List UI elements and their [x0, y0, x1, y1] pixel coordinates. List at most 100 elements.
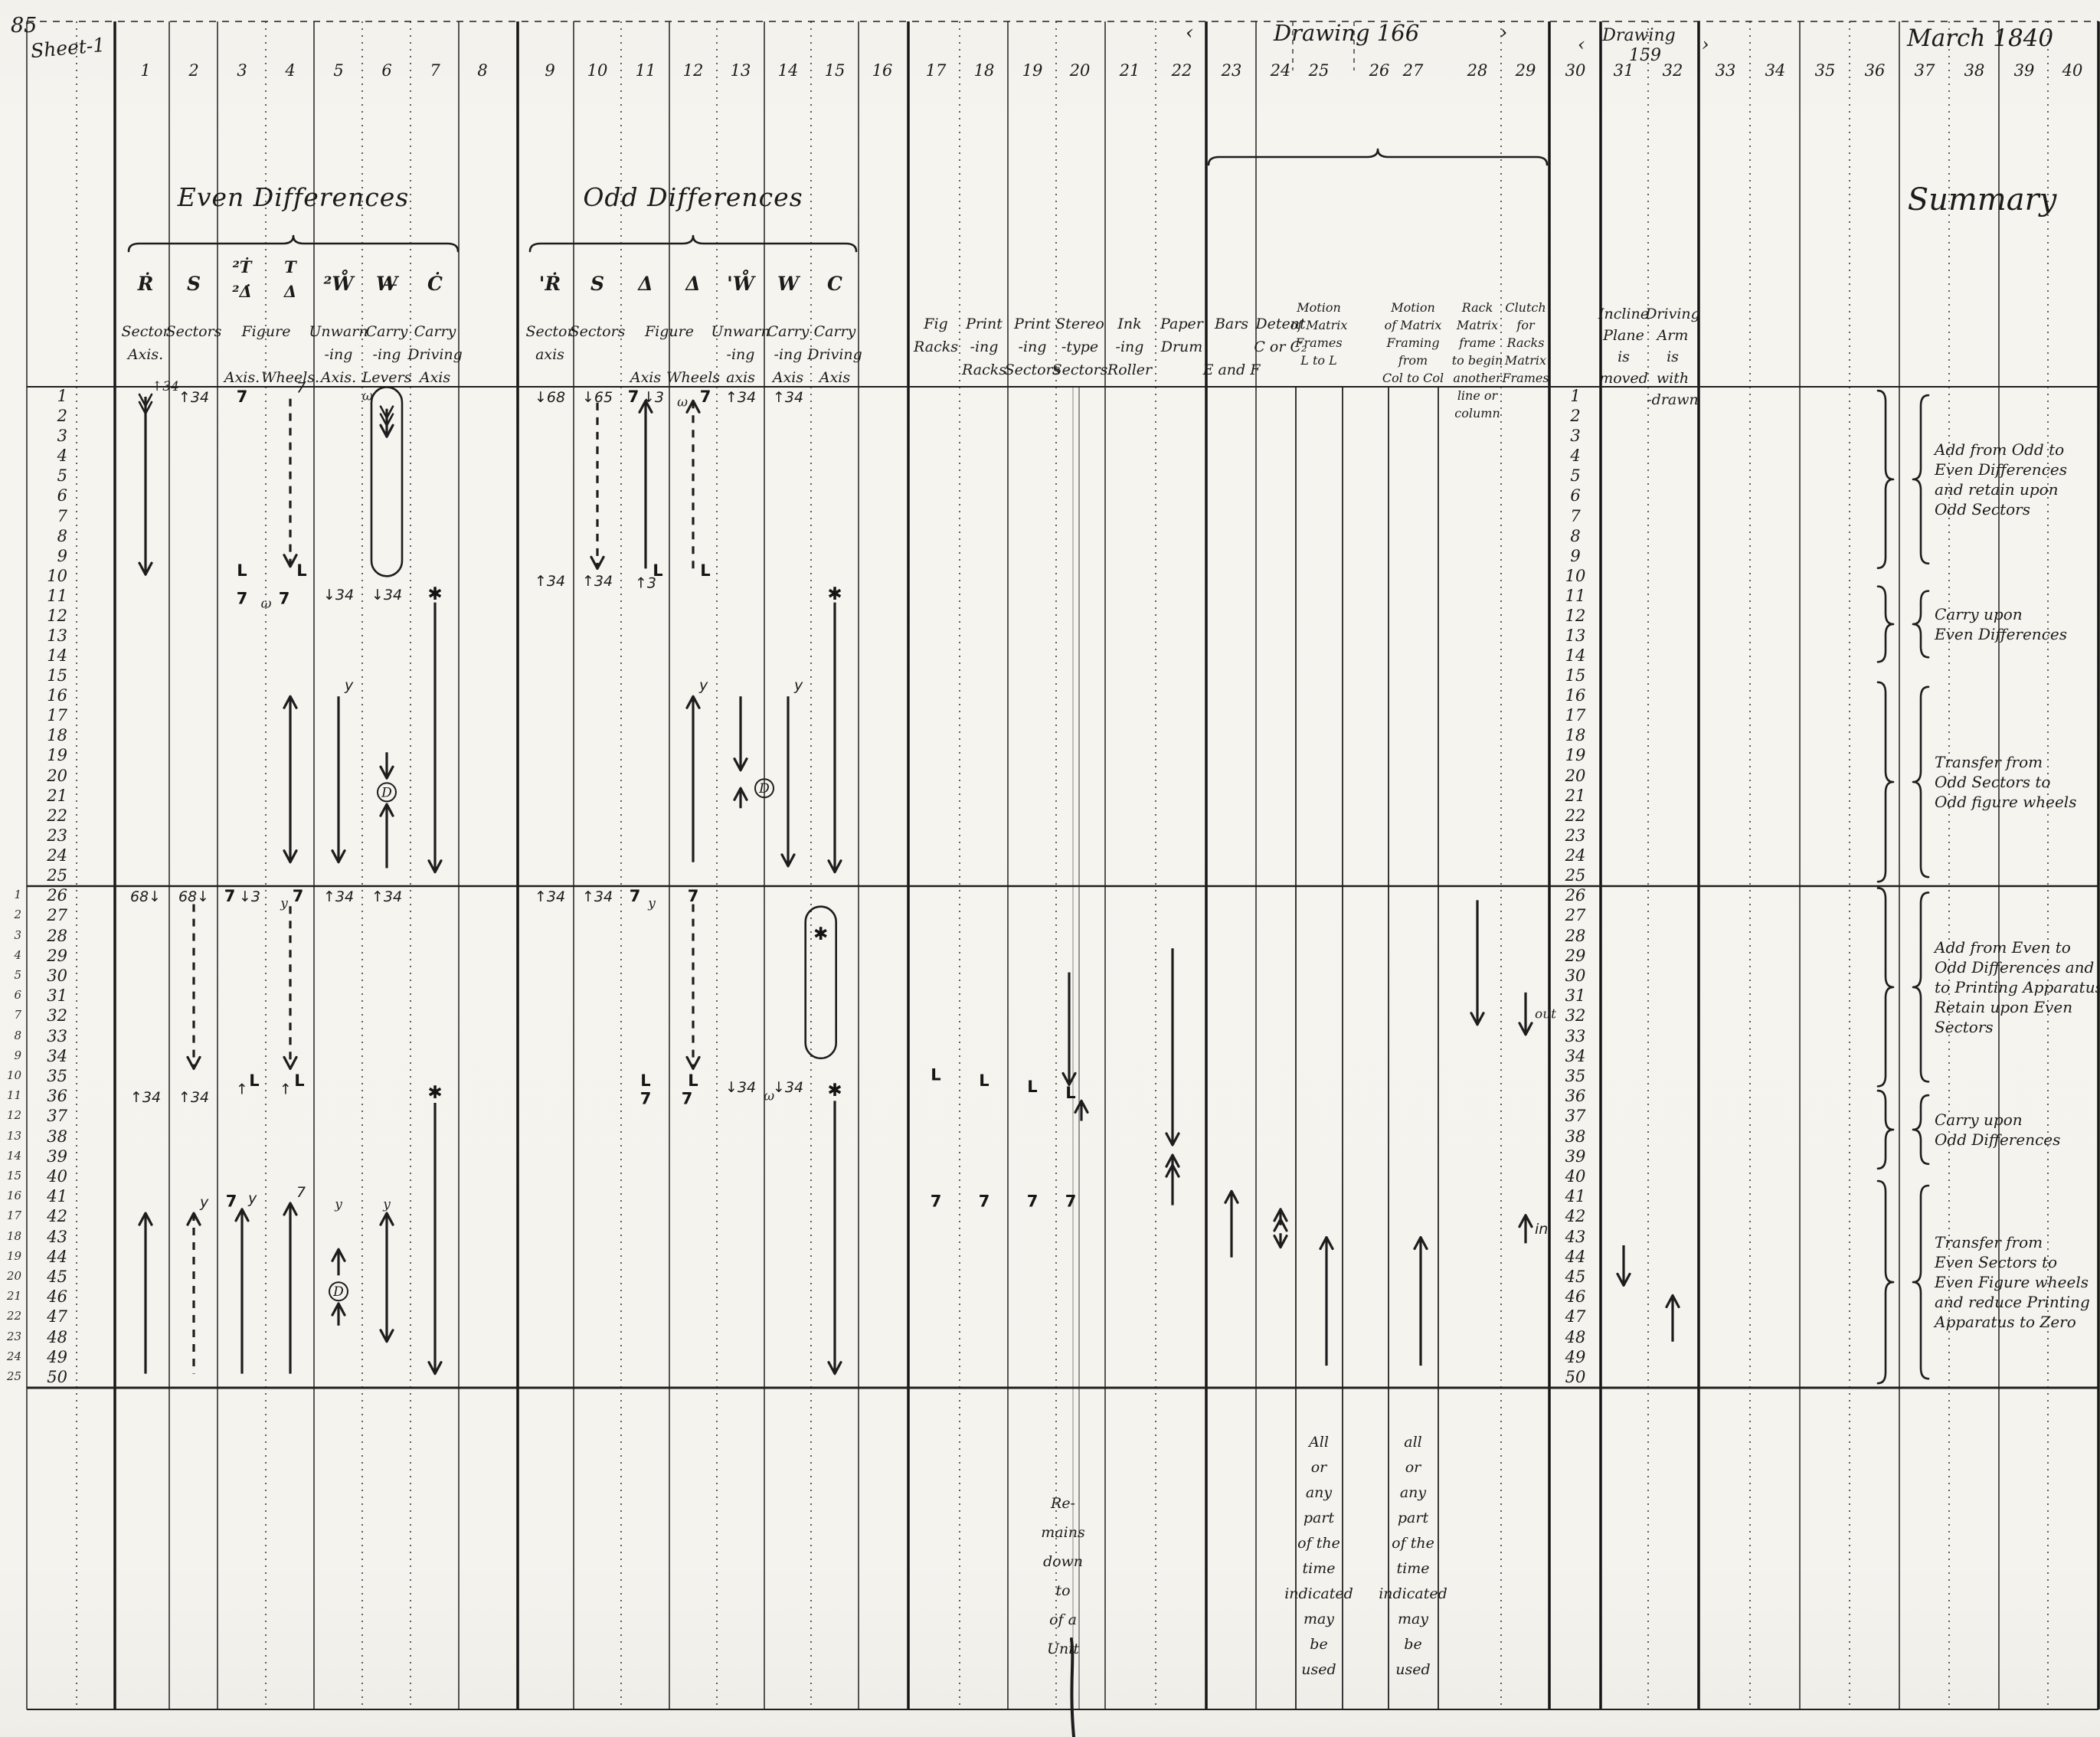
footnote-line: may	[1397, 1611, 1429, 1627]
timing-mark-label: ω	[261, 597, 272, 612]
row-number: 19	[47, 746, 67, 765]
row-number-repeat: 10	[1565, 566, 1586, 585]
summary-inner-brace	[1912, 891, 1930, 1083]
column-symbol: Ṙ	[137, 273, 154, 295]
timing-mark-label: ↓34	[725, 1079, 756, 1096]
row-number-repeat: 23	[1565, 826, 1586, 845]
timing-arrow-label: y	[698, 677, 708, 694]
column-label: Axis	[419, 369, 451, 386]
arrow-head	[379, 765, 394, 780]
arrow-head	[590, 555, 605, 570]
margin-number: 8	[14, 1028, 21, 1042]
column-symbol: Δ	[685, 273, 701, 295]
column-symbol: ²Ṫ	[232, 257, 252, 276]
timing-mark-label: 7	[700, 388, 711, 406]
timing-arrow-label: 7	[296, 380, 306, 397]
row-number: 18	[47, 726, 67, 745]
footnote-line: of the	[1392, 1535, 1434, 1552]
row-number-repeat: 4	[1570, 447, 1581, 466]
row-number: 47	[47, 1307, 67, 1326]
arrow-head	[379, 803, 394, 817]
row-number: 45	[47, 1267, 67, 1286]
column-label: Carry	[767, 323, 810, 340]
column-label: Clutch	[1505, 300, 1546, 315]
row-number-repeat: 37	[1565, 1107, 1586, 1126]
column-label: to begin	[1451, 353, 1503, 368]
column-number: 3	[237, 61, 247, 80]
row-number-repeat: 49	[1565, 1347, 1586, 1366]
row-number-repeat: 18	[1565, 726, 1586, 745]
timing-mark-label: ↓34	[371, 587, 402, 604]
column-label: Driving	[807, 346, 862, 363]
margin-number: 1	[14, 888, 21, 902]
footnote-line: of a	[1049, 1611, 1077, 1628]
column-number: 33	[1715, 61, 1736, 80]
timing-mark-label: 7	[688, 887, 699, 905]
margin-number: 19	[6, 1248, 21, 1263]
margin-number: 7	[14, 1008, 21, 1022]
column-number: 2	[188, 61, 199, 80]
row-number-repeat: 29	[1565, 946, 1586, 965]
timing-arrow-label: y	[793, 677, 803, 694]
column-label: Sectors	[569, 323, 626, 340]
row-number: 22	[47, 806, 67, 825]
timing-mark-label: ✱	[813, 924, 828, 944]
column-label: Motion	[1391, 300, 1435, 315]
summary-outer-brace	[1876, 389, 1895, 570]
arrow-head	[638, 399, 653, 414]
row-number: 37	[47, 1107, 67, 1126]
column-label: Axis.	[320, 369, 357, 386]
column-label: Sectors	[1052, 361, 1108, 378]
margin-number: 21	[6, 1289, 21, 1304]
arrow-head	[379, 405, 394, 419]
column-label: is	[1618, 348, 1630, 365]
summary-text: Add from Even to Odd Differences and to …	[1935, 937, 2100, 1036]
column-number: 8	[477, 61, 488, 80]
row-number-repeat: 12	[1565, 606, 1586, 625]
column-number: 4	[285, 61, 296, 80]
column-label: Col to Col	[1382, 371, 1444, 385]
paper-crease-shadow	[1070, 1637, 1075, 1737]
timing-mark-label: ↓68	[535, 389, 565, 406]
column-label: E and F	[1202, 361, 1261, 378]
row-number-repeat: 2	[1570, 407, 1581, 426]
column-label: Axis	[819, 369, 851, 386]
column-number: 17	[925, 61, 947, 80]
column-label: is	[1667, 348, 1679, 365]
column-number: 36	[1864, 61, 1886, 80]
lozenge-mark	[370, 386, 404, 577]
column-number: 27	[1402, 61, 1424, 80]
row-number: 38	[47, 1127, 67, 1146]
column-label: Detent	[1255, 316, 1306, 332]
timing-mark-label: ↑3	[635, 575, 656, 592]
column-label: Rack	[1461, 300, 1493, 315]
column-label: Plane	[1603, 327, 1644, 344]
summary-text: Carry upon Odd Differences	[1935, 1110, 2061, 1149]
row-number: 49	[47, 1347, 67, 1366]
row-number-repeat: 45	[1565, 1267, 1586, 1286]
column-number: 22	[1171, 61, 1192, 80]
timing-mark-label: ω	[362, 388, 373, 404]
column-label: Sector	[121, 323, 170, 340]
row-number-repeat: 42	[1565, 1207, 1586, 1226]
footnote-line: mains	[1041, 1524, 1085, 1541]
column-number: 12	[682, 61, 704, 80]
row-number: 46	[47, 1287, 67, 1307]
group-title-odd-differences: Odd Differences	[583, 182, 803, 212]
arrow-head	[1319, 1235, 1334, 1251]
arrow-head	[331, 849, 346, 864]
arrow-head	[1665, 1294, 1680, 1309]
timing-mark-label: ↑34	[582, 573, 613, 590]
row-number-repeat: 11	[1565, 586, 1586, 605]
arrow-head	[186, 1212, 201, 1226]
timing-mark-label: ↑34	[323, 888, 354, 905]
column-number: 29	[1515, 61, 1536, 80]
row-number-repeat: 9	[1570, 546, 1581, 565]
margin-number: 14	[6, 1148, 21, 1163]
column-label: Framing	[1386, 335, 1440, 350]
footnote-line: used	[1395, 1661, 1431, 1678]
column-number: 1	[140, 61, 151, 80]
column-label: C or C₂	[1254, 339, 1307, 355]
margin-number: 5	[14, 967, 21, 982]
margin-number: 20	[6, 1268, 21, 1283]
